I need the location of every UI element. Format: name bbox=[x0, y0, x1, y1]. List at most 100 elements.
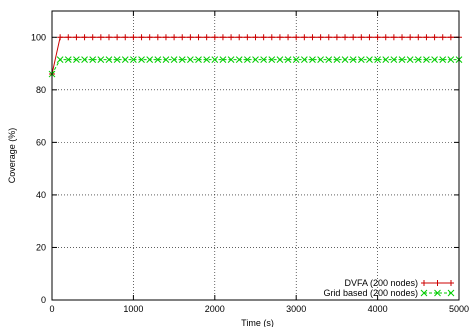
data-point bbox=[178, 56, 186, 63]
data-point bbox=[105, 34, 112, 41]
data-point bbox=[447, 34, 454, 41]
data-point bbox=[431, 34, 438, 41]
data-point bbox=[195, 34, 202, 41]
legend: DVFA (200 nodes)Grid based (200 nodes) bbox=[323, 278, 455, 298]
data-point bbox=[399, 34, 406, 41]
data-point bbox=[268, 34, 275, 41]
series-line bbox=[51, 59, 459, 75]
data-point bbox=[414, 56, 422, 63]
data-point bbox=[227, 56, 235, 63]
data-point bbox=[333, 56, 341, 63]
data-point bbox=[284, 56, 292, 63]
data-point bbox=[434, 280, 441, 286]
data-point bbox=[342, 34, 349, 41]
data-point bbox=[219, 56, 227, 63]
tick-marks bbox=[51, 11, 460, 301]
data-point bbox=[73, 56, 80, 63]
x-tick-label: 3000 bbox=[286, 304, 306, 314]
data-point bbox=[252, 34, 259, 41]
x-axis-title: Time (s) bbox=[241, 318, 274, 327]
data-point bbox=[146, 34, 153, 41]
data-point bbox=[423, 56, 430, 63]
data-point bbox=[89, 56, 97, 63]
data-point bbox=[73, 34, 80, 41]
data-point bbox=[420, 289, 428, 297]
data-point bbox=[162, 34, 169, 41]
data-point bbox=[366, 56, 373, 63]
data-point bbox=[350, 34, 357, 41]
x-tick-label: 4000 bbox=[368, 304, 388, 314]
data-point bbox=[358, 34, 365, 41]
data-point bbox=[179, 34, 186, 41]
legend-label: DVFA (200 nodes) bbox=[344, 278, 418, 288]
data-point bbox=[203, 34, 210, 41]
data-point bbox=[187, 56, 194, 63]
data-point bbox=[431, 56, 438, 63]
legend-label: Grid based (200 nodes) bbox=[323, 288, 418, 298]
data-point bbox=[382, 34, 389, 41]
data-point bbox=[130, 34, 137, 41]
data-point bbox=[325, 34, 332, 41]
data-point bbox=[407, 34, 414, 41]
data-point bbox=[195, 56, 202, 63]
data-point bbox=[114, 34, 121, 41]
data-point bbox=[244, 34, 251, 41]
data-point bbox=[301, 34, 308, 41]
data-point bbox=[390, 34, 397, 41]
series-dvfa bbox=[49, 34, 462, 78]
data-point bbox=[154, 34, 161, 41]
data-point bbox=[317, 34, 324, 41]
x-tick-label: 1000 bbox=[123, 304, 143, 314]
data-point bbox=[228, 34, 235, 41]
series-grid-based bbox=[48, 56, 463, 78]
data-point bbox=[276, 56, 284, 63]
data-point bbox=[252, 56, 259, 63]
series-line bbox=[51, 36, 459, 75]
data-point bbox=[211, 56, 219, 63]
data-point bbox=[235, 56, 243, 63]
data-point bbox=[390, 56, 398, 63]
data-point bbox=[434, 289, 441, 297]
data-point bbox=[292, 56, 300, 63]
data-point bbox=[97, 56, 105, 63]
data-point bbox=[162, 56, 170, 63]
data-point bbox=[276, 34, 283, 41]
y-tick-label: 100 bbox=[31, 32, 46, 42]
data-point bbox=[398, 56, 406, 63]
x-tick-label: 0 bbox=[49, 304, 54, 314]
data-point bbox=[325, 56, 333, 63]
data-point bbox=[89, 34, 96, 41]
data-point bbox=[56, 56, 64, 63]
data-point bbox=[81, 34, 88, 41]
data-point bbox=[349, 56, 357, 63]
data-point bbox=[374, 34, 381, 41]
data-point bbox=[374, 56, 381, 63]
data-point bbox=[236, 34, 243, 41]
data-point bbox=[448, 280, 454, 286]
data-point bbox=[130, 56, 137, 63]
data-point bbox=[447, 56, 455, 63]
x-tick-label: 5000 bbox=[449, 304, 469, 314]
data-point bbox=[447, 289, 455, 297]
data-point bbox=[439, 34, 446, 41]
data-point bbox=[382, 56, 390, 63]
data-point bbox=[260, 56, 267, 63]
y-tick-label: 80 bbox=[36, 85, 46, 95]
data-point bbox=[244, 56, 251, 63]
data-point bbox=[285, 34, 292, 41]
data-point bbox=[341, 56, 349, 63]
data-point bbox=[406, 56, 414, 63]
data-point bbox=[122, 34, 129, 41]
data-point bbox=[219, 34, 226, 41]
data-point bbox=[211, 34, 218, 41]
y-tick-label: 40 bbox=[36, 190, 46, 200]
data-point bbox=[333, 34, 340, 41]
data-point bbox=[97, 34, 104, 41]
data-point bbox=[357, 56, 365, 63]
data-point bbox=[81, 56, 88, 63]
data-point bbox=[415, 34, 422, 41]
y-axis-title: Coverage (%) bbox=[7, 128, 17, 184]
data-point bbox=[293, 34, 300, 41]
grid-lines bbox=[52, 11, 459, 300]
